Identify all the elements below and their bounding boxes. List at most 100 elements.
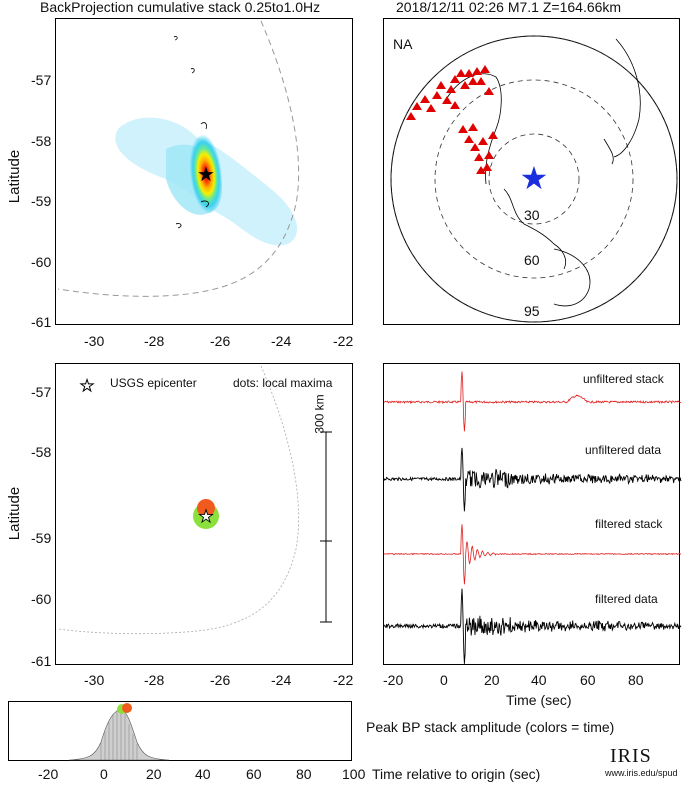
bottom-ylabel: Latitude — [6, 486, 24, 541]
top-ylabel: Latitude — [6, 149, 24, 204]
station-triangle — [484, 151, 494, 159]
mid-ytick: -60 — [31, 591, 52, 607]
station-triangle — [456, 69, 466, 77]
contour — [200, 200, 209, 208]
top-ytick: -58 — [31, 133, 52, 149]
amplitude-peak-orange — [122, 703, 132, 713]
legend-star-icon: ★ — [80, 378, 94, 395]
coastline-africa — [613, 38, 641, 158]
amplitude-panel — [8, 701, 352, 761]
amplitude-svg — [68, 703, 170, 761]
epicenter-star: ★ — [197, 164, 215, 186]
local-maxima-svg: ★ ★ — [57, 365, 332, 635]
local-maxima-panel: ★ ★ — [55, 363, 353, 665]
left-title: BackProjection cumulative stack 0.25to1.… — [40, 0, 321, 15]
station-triangle — [474, 153, 484, 161]
station-triangle — [484, 87, 494, 95]
station-triangle — [432, 91, 442, 99]
top-xtick: -28 — [144, 333, 165, 349]
trace-label: unfiltered data — [585, 443, 662, 457]
station-triangle — [468, 123, 478, 131]
amplitude-hatch — [100, 710, 138, 760]
mid-ytick: -59 — [31, 530, 52, 546]
mid-ytick: -61 — [31, 653, 52, 669]
contour — [175, 223, 182, 229]
station-triangle — [476, 166, 486, 174]
amplitude-title: Peak BP stack amplitude (colors = time) — [366, 719, 615, 735]
globe-label: NA — [393, 36, 413, 52]
amp-xtick: 60 — [246, 766, 262, 782]
station-triangle — [480, 65, 490, 73]
iris-logo: IRIS — [610, 745, 652, 767]
trace-label: unfiltered stack — [583, 372, 664, 386]
station-triangle — [442, 96, 452, 104]
trace-line — [383, 588, 682, 664]
station-triangle — [406, 112, 416, 120]
trace-xtick: 20 — [484, 672, 500, 688]
amp-xtick: 0 — [100, 766, 108, 782]
trace-line — [383, 371, 682, 432]
contour — [200, 122, 207, 130]
top-ytick: -60 — [31, 254, 52, 270]
traces-svg — [383, 371, 682, 664]
trace-xtick: 40 — [531, 672, 547, 688]
amplitude-xlabel: Time relative to origin (sec) — [372, 766, 541, 782]
trace-xtick: -20 — [383, 672, 404, 688]
scale-bar-label: 300 km — [312, 394, 327, 434]
station-triangle — [464, 69, 474, 77]
ring-label-95: 95 — [524, 303, 540, 319]
bp-heatmap-svg: ★ — [57, 20, 300, 297]
station-triangle — [478, 137, 488, 145]
top-xtick: -24 — [271, 333, 292, 349]
station-triangle — [482, 163, 492, 171]
traces-panel — [383, 363, 682, 665]
ring-30 — [488, 133, 580, 225]
station-triangle — [468, 77, 478, 85]
distance-arc — [57, 20, 300, 297]
trace-line — [383, 524, 681, 585]
coastline-antarctic-peninsula — [503, 188, 567, 270]
coastline-south-africa — [603, 138, 614, 165]
top-ytick: -57 — [31, 72, 52, 88]
contour — [173, 36, 178, 41]
right-title: 2018/12/11 02:26 M7.1 Z=164.66km — [396, 0, 622, 15]
station-triangle — [458, 125, 468, 133]
ring-label-60: 60 — [524, 252, 540, 268]
amplitude-fill — [68, 709, 170, 761]
mid-xtick: -26 — [210, 672, 231, 688]
amp-xtick: 100 — [342, 766, 366, 782]
station-triangle — [436, 81, 446, 89]
mid-xtick: -28 — [144, 672, 165, 688]
station-triangle — [412, 102, 422, 110]
trace-xlabel: Time (sec) — [506, 692, 572, 708]
trace-label: filtered stack — [595, 517, 663, 531]
top-xtick: -30 — [84, 333, 105, 349]
epicenter-star-outline: ★ — [198, 507, 213, 526]
station-triangle — [450, 75, 460, 83]
local-maximum-orange — [197, 499, 215, 517]
globe-svg: ★ — [390, 35, 678, 323]
trace-label: filtered data — [595, 592, 658, 606]
distance-arc — [57, 365, 299, 635]
amp-xtick: 20 — [146, 766, 162, 782]
contour — [190, 68, 195, 74]
ring-label-30: 30 — [524, 207, 540, 223]
bp-heatmap-panel: ★ — [55, 18, 353, 325]
top-xtick: -22 — [333, 333, 354, 349]
mid-xtick: -24 — [271, 672, 292, 688]
amp-xtick: 80 — [296, 766, 312, 782]
mid-ytick: -57 — [31, 384, 52, 400]
station-markers — [406, 65, 498, 174]
trace-xtick: 0 — [440, 672, 448, 688]
station-triangle — [426, 104, 436, 112]
station-triangle — [420, 95, 430, 103]
ring-60 — [434, 79, 634, 279]
iris-url: www.iris.edu/spud — [605, 768, 678, 778]
amp-xtick: -20 — [38, 766, 59, 782]
trace-xtick: 80 — [628, 672, 644, 688]
station-triangle — [472, 67, 482, 75]
station-globe-panel: ★ — [383, 18, 680, 325]
station-triangle — [464, 135, 474, 143]
bp-hotspot — [189, 134, 223, 214]
epicenter-blue-star: ★ — [520, 160, 549, 196]
